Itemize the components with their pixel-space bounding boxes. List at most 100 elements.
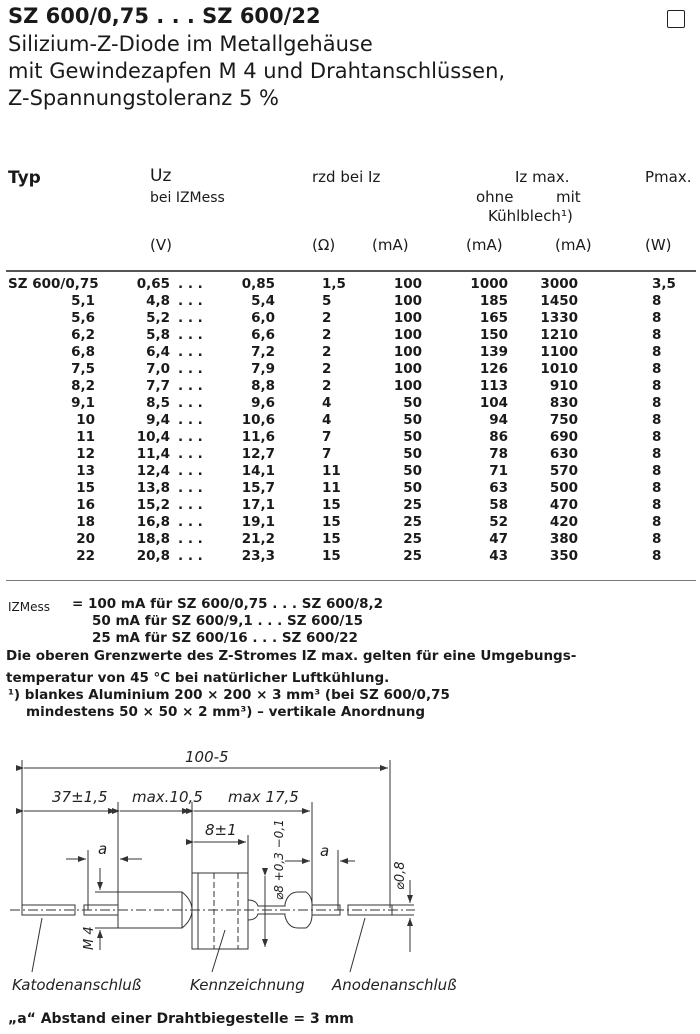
cell-iz: 50 [403,412,422,428]
checkbox-icon [667,10,685,28]
cell-range-sep: . . . [178,548,203,564]
cell-iz-max-mit: 500 [549,480,578,496]
cell-typ: 6,8 [71,344,95,360]
cell-iz: 50 [403,395,422,411]
cell-pmax: 8 [652,310,662,326]
cell-uz-max: 7,2 [251,344,275,360]
cell-iz-max-mit: 420 [549,514,578,530]
table-row: 11 10,4 . . . 11,6 7 50 86 690 8 [0,429,700,446]
dim-overall: 100-5 [185,748,229,766]
cell-rzd: 2 [322,378,332,394]
cell-uz-max: 11,6 [241,429,275,445]
dim-dia-8: ⌀8 +0,3 −0,1 [272,819,286,900]
table-row: 22 20,8 . . . 23,3 15 25 43 350 8 [0,548,700,565]
cell-rzd: 15 [322,531,341,547]
subtitle-line-2: mit Gewindezapfen M 4 und Drahtanschlüss… [8,59,506,83]
cell-iz-max-mit: 1450 [540,293,578,309]
cell-uz-min: 9,4 [146,412,170,428]
cell-iz-max-ohne: 139 [479,344,508,360]
cell-uz-max: 23,3 [241,548,275,564]
cell-uz-max: 21,2 [241,531,275,547]
limits-line-2: temperatur von 45 °C bei natürlicher Luf… [6,670,390,686]
cell-rzd: 11 [322,463,341,479]
unit-uz: (V) [150,236,172,254]
cell-range-sep: . . . [178,310,203,326]
subtitle-line-3: Z-Spannungstoleranz 5 % [8,86,279,110]
cell-iz: 100 [393,361,422,377]
cell-iz-max-mit: 630 [549,446,578,462]
cell-uz-min: 5,2 [146,310,170,326]
table-row: 20 18,8 . . . 21,2 15 25 47 380 8 [0,531,700,548]
cell-pmax: 8 [652,293,662,309]
cell-pmax: 8 [652,463,662,479]
cell-range-sep: . . . [178,446,203,462]
cell-uz-min: 0,65 [136,276,170,292]
cell-range-sep: . . . [178,293,203,309]
cell-iz-max-ohne: 94 [489,412,508,428]
cell-iz-max-ohne: 104 [479,395,508,411]
cell-iz-max-mit: 470 [549,497,578,513]
table-row: 16 15,2 . . . 17,1 15 25 58 470 8 [0,497,700,514]
cell-uz-min: 12,4 [136,463,170,479]
cell-uz-min: 5,8 [146,327,170,343]
cell-typ: 7,5 [71,361,95,377]
dim-a-right: a [320,842,329,860]
izmess-line-1: = 100 mA für SZ 600/0,75 . . . SZ 600/8,… [72,596,384,612]
cell-rzd: 15 [322,497,341,513]
dim-m4: M 4 [82,926,97,950]
diode-dimension-drawing: 100-5 37±1,5 max.10,5 max 17,5 8±1 a a ⌀… [8,748,457,1027]
cell-iz-max-ohne: 43 [489,548,508,564]
cell-uz-max: 10,6 [241,412,275,428]
cell-uz-max: 12,7 [241,446,275,462]
cell-iz: 100 [393,276,422,292]
header-uz-sub: bei IZMess [150,190,225,206]
cell-uz-min: 18,8 [136,531,170,547]
cell-iz-max-mit: 380 [549,531,578,547]
cell-range-sep: . . . [178,412,203,428]
cell-typ: 18 [76,514,95,530]
cell-typ: 5,1 [71,293,95,309]
cell-pmax: 8 [652,480,662,496]
cell-iz-max-ohne: 1000 [470,276,508,292]
table-row: 10 9,4 . . . 10,6 4 50 94 750 8 [0,412,700,429]
cell-iz-max-mit: 1210 [540,327,578,343]
cell-iz-max-mit: 690 [549,429,578,445]
cell-uz-min: 11,4 [136,446,170,462]
cell-typ: 8,2 [71,378,95,394]
cell-range-sep: . . . [178,531,203,547]
table-row: 7,5 7,0 . . . 7,9 2 100 126 1010 8 [0,361,700,378]
page-title: SZ 600/0,75 . . . SZ 600/22 [8,4,321,28]
cell-iz: 100 [393,327,422,343]
cell-rzd: 5 [322,293,332,309]
cell-iz-max-ohne: 78 [489,446,508,462]
cell-range-sep: . . . [178,480,203,496]
cell-range-sep: . . . [178,327,203,343]
cell-range-sep: . . . [178,463,203,479]
izmess-line-2: 50 mA für SZ 600/9,1 . . . SZ 600/15 [92,613,364,629]
cell-iz-max-ohne: 126 [479,361,508,377]
cell-typ: 6,2 [71,327,95,343]
table-bottom-rule [6,580,696,581]
cell-pmax: 8 [652,446,662,462]
cell-range-sep: . . . [178,378,203,394]
dim-max-10-5: max.10,5 [132,788,203,806]
cell-rzd: 15 [322,514,341,530]
cell-uz-min: 13,8 [136,480,170,496]
footnote-line-1: ¹) blankes Aluminium 200 × 200 × 3 mm³ (… [8,687,450,703]
table-row: 9,1 8,5 . . . 9,6 4 50 104 830 8 [0,395,700,412]
header-kuehlblech: Kühlblech¹) [488,207,573,225]
table-row: 6,8 6,4 . . . 7,2 2 100 139 1100 8 [0,344,700,361]
cell-rzd: 15 [322,548,341,564]
cell-iz: 25 [403,497,422,513]
dim-8: 8±1 [205,821,237,839]
cell-iz: 50 [403,446,422,462]
cell-iz-max-ohne: 63 [489,480,508,496]
cell-typ: 13 [76,463,95,479]
table-row: 15 13,8 . . . 15,7 11 50 63 500 8 [0,480,700,497]
cell-rzd: 2 [322,327,332,343]
cell-pmax: 8 [652,344,662,360]
cell-iz-max-mit: 570 [549,463,578,479]
cell-rzd: 11 [322,480,341,496]
cell-iz: 100 [393,310,422,326]
header-uz: Uz [150,166,172,186]
